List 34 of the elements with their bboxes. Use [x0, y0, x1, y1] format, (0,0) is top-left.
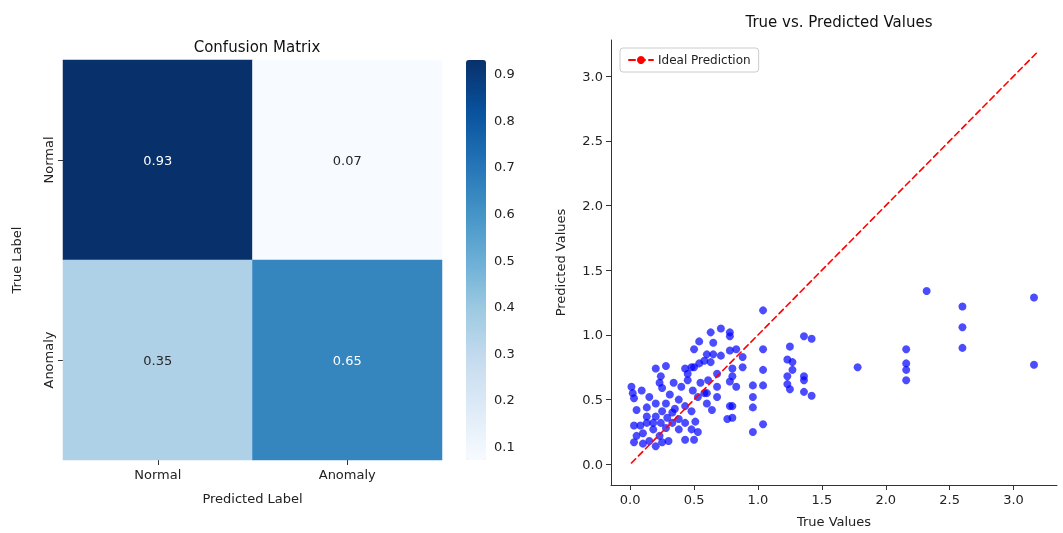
y-axis-title: Predicted Values — [553, 208, 568, 317]
y-tick-label: 1.0 — [582, 327, 603, 343]
color-bar-label: 0.6 — [494, 205, 515, 221]
chart-title: Confusion Matrix — [193, 37, 321, 56]
y-tick-label: 0.5 — [582, 392, 603, 408]
color-bar-label: 0.4 — [494, 299, 515, 315]
x-tick-label: 1.5 — [811, 492, 833, 507]
y-tick-label: 2.0 — [582, 198, 603, 214]
legend-label: Ideal Prediction — [658, 53, 751, 67]
x-tick-label: 0.0 — [619, 492, 641, 507]
data-label: 0.35 — [143, 352, 173, 368]
y-tick-label: 0.0 — [582, 456, 603, 472]
data-label: 0.07 — [332, 152, 362, 168]
x-tick-label: 2.0 — [875, 492, 897, 507]
x-axis-title: True Values — [795, 514, 872, 529]
y-axis-title: True Label — [9, 226, 24, 295]
color-bar-label: 0.3 — [494, 345, 515, 361]
data-label: 0.93 — [143, 152, 173, 168]
y-tick-label: 3.0 — [582, 68, 603, 84]
color-bar-label: 0.2 — [494, 392, 515, 408]
x-tick-label: 3.0 — [1003, 492, 1024, 507]
color-bar-label: 0.8 — [494, 112, 515, 128]
data-label: 0.65 — [332, 352, 362, 368]
chart-title: True vs. Predicted Values — [744, 12, 933, 31]
color-bar-label: 0.9 — [494, 66, 515, 82]
x-tick-label: 0.5 — [683, 492, 705, 507]
y-tick-label: 2.5 — [582, 133, 603, 149]
x-tick-label: 2.5 — [939, 492, 960, 507]
color-bar-label: 0.1 — [494, 438, 515, 454]
x-tick-label: 1.0 — [747, 492, 769, 507]
x-axis-title: Predicted Label — [202, 491, 303, 506]
color-bar-label: 0.5 — [494, 252, 515, 268]
y-tick-label: 1.5 — [582, 262, 603, 278]
color-bar-label: 0.7 — [494, 159, 515, 175]
